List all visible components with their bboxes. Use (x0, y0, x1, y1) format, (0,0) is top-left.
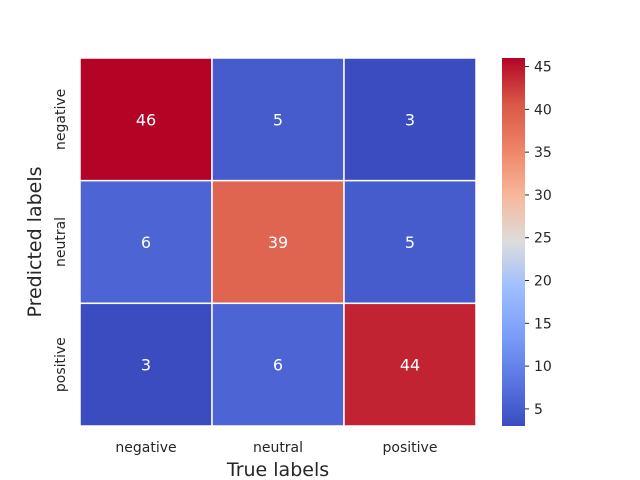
colorbar-tick-label: 10 (534, 359, 552, 375)
heatmap-cell-positive-positive (343, 302, 477, 427)
heatmap-cell-negative-neutral (211, 57, 345, 182)
cell-value-label: 3 (405, 110, 415, 129)
colorbar (502, 58, 525, 426)
colorbar-tick-label: 15 (534, 316, 552, 332)
cell-value-label: 46 (136, 110, 156, 129)
x-tick-label: negative (115, 440, 176, 456)
heatmap-cell-negative-positive (343, 57, 477, 182)
heatmap-cell-labels: 46 5 3 6 39 5 3 6 44 (136, 110, 420, 374)
heatmap-cell-negative-negative (79, 57, 213, 182)
heatmap-cell-neutral-neutral (211, 179, 345, 305)
colorbar-tick-label: 45 (534, 60, 552, 76)
colorbar-tick-label: 40 (534, 102, 552, 118)
cell-value-label: 3 (141, 356, 151, 375)
heatmap-cells (79, 57, 477, 427)
cell-value-label: 6 (273, 356, 283, 375)
cell-value-label: 39 (268, 233, 288, 252)
colorbar-ticks: 5 10 15 20 25 30 35 40 45 (525, 60, 552, 418)
cell-value-label: 5 (273, 110, 283, 129)
y-axis-ticks: negative neutral positive (53, 89, 69, 392)
y-axis-title: Predicted labels (24, 166, 46, 317)
heatmap-cell-neutral-positive (343, 179, 477, 305)
x-tick-label: neutral (253, 440, 303, 456)
cell-value-label: 44 (400, 356, 420, 375)
colorbar-tick-label: 5 (534, 402, 543, 418)
heatmap-cell-positive-neutral (211, 302, 345, 427)
y-tick-label: positive (53, 337, 69, 392)
x-tick-label: positive (383, 440, 438, 456)
colorbar-tick-label: 20 (534, 274, 552, 290)
cell-value-label: 6 (141, 233, 151, 252)
y-tick-label: negative (53, 89, 69, 150)
colorbar-tick-label: 25 (534, 231, 552, 247)
y-tick-label: neutral (53, 217, 69, 267)
heatmap-cell-positive-negative (79, 302, 213, 427)
colorbar-tick-label: 30 (534, 188, 552, 204)
cell-value-label: 5 (405, 233, 415, 252)
x-axis-ticks: negative neutral positive (115, 440, 437, 456)
heatmap-cell-neutral-negative (79, 179, 213, 305)
x-axis-title: True labels (226, 459, 329, 480)
colorbar-tick-label: 35 (534, 145, 552, 161)
